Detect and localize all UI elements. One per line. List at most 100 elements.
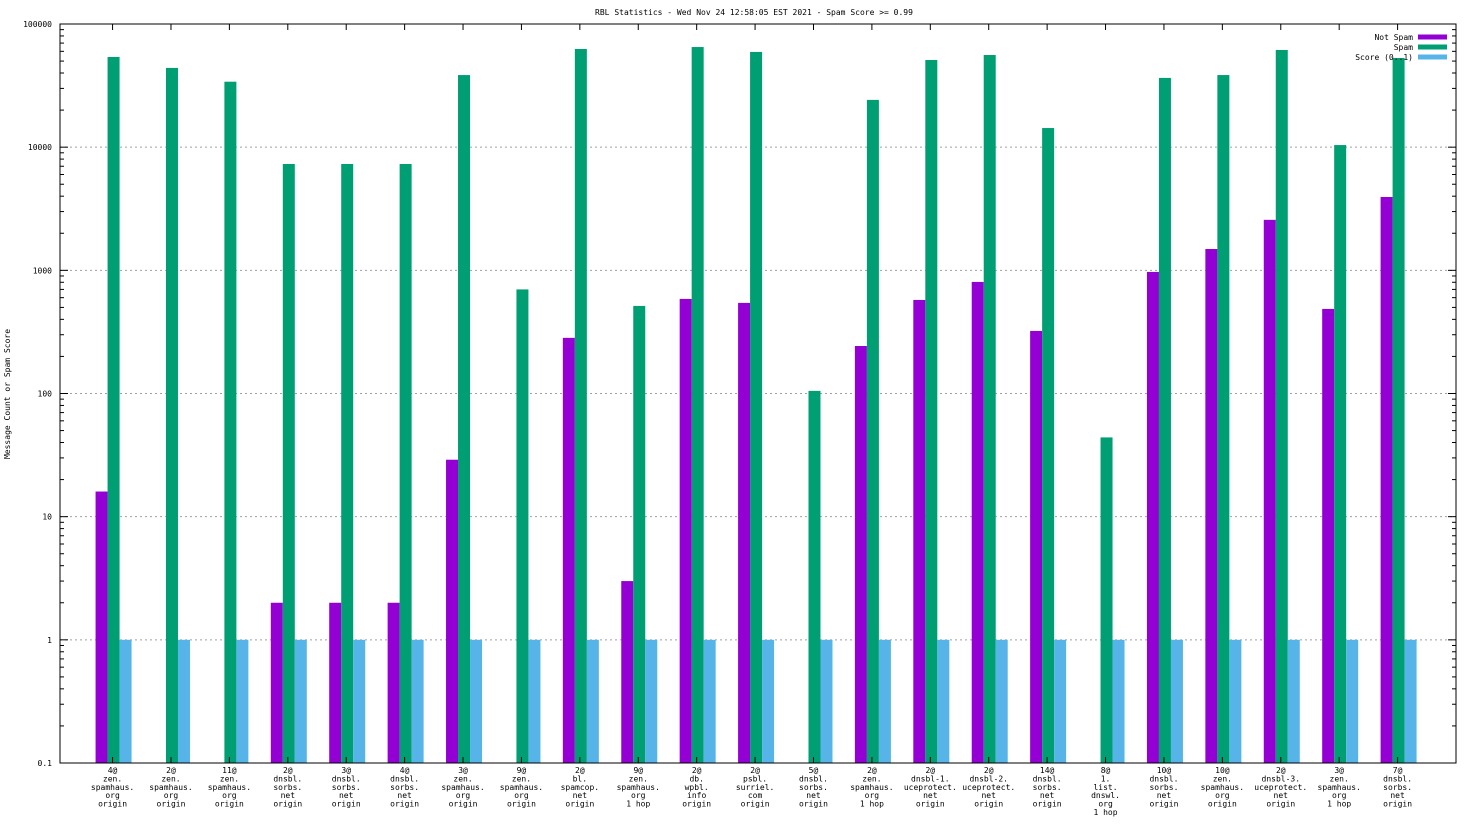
x-tick-label: origin bbox=[974, 800, 1003, 809]
x-tick-label: surriel. bbox=[736, 783, 775, 792]
bar-not-spam bbox=[679, 298, 692, 763]
x-tick-label: dnsbl. bbox=[799, 774, 828, 783]
bar-score bbox=[1170, 639, 1183, 763]
y-tick-label: 1000 bbox=[33, 266, 52, 275]
x-tick-label: 10@ bbox=[1157, 766, 1172, 775]
x-tick-label: net bbox=[1390, 791, 1405, 800]
bar-spam bbox=[341, 164, 354, 763]
x-tick-label: net bbox=[923, 791, 938, 800]
x-tick-label: org bbox=[456, 791, 471, 800]
x-tick-label: sorbs. bbox=[1033, 783, 1062, 792]
y-tick-label: 100 bbox=[38, 390, 53, 399]
x-tick-label: uceprotect. bbox=[962, 783, 1015, 792]
x-tick-label: 2@ bbox=[283, 766, 293, 775]
x-tick-label: origin bbox=[1208, 800, 1237, 809]
x-tick-label: 2@ bbox=[925, 766, 935, 775]
bar-spam bbox=[691, 47, 704, 763]
bar-not-spam bbox=[1205, 249, 1218, 763]
x-tick-label: 2@ bbox=[984, 766, 994, 775]
x-tick-label: net bbox=[806, 791, 821, 800]
bar-spam bbox=[1392, 57, 1405, 763]
x-tick-label: 10@ bbox=[1215, 766, 1230, 775]
x-tick-label: sorbs. bbox=[332, 783, 361, 792]
x-tick-label: spamhaus. bbox=[208, 783, 251, 792]
x-tick-label: dnsbl. bbox=[1149, 774, 1178, 783]
bar-not-spam bbox=[1030, 330, 1043, 763]
x-tick-label: origin bbox=[916, 800, 945, 809]
bar-spam bbox=[282, 164, 295, 763]
x-tick-label: db. bbox=[689, 774, 703, 783]
bar-spam bbox=[866, 99, 879, 763]
bars bbox=[95, 47, 1417, 764]
x-tick-label: origin bbox=[1149, 800, 1178, 809]
x-tick-label: org bbox=[1098, 800, 1113, 809]
x-tick-label: origin bbox=[215, 800, 244, 809]
x-tick-label: origin bbox=[390, 800, 419, 809]
x-tick-label: 5@ bbox=[809, 766, 819, 775]
y-tick-label: 10000 bbox=[28, 143, 52, 152]
bar-score bbox=[1346, 639, 1359, 763]
x-tick-label: org bbox=[105, 791, 120, 800]
x-tick-label: dnsbl-3. bbox=[1262, 774, 1301, 783]
x-tick-label: uceprotect. bbox=[1254, 783, 1307, 792]
x-tick-label: dnsbl-2. bbox=[969, 774, 1008, 783]
bar-spam bbox=[1217, 75, 1230, 763]
y-tick-label: 100000 bbox=[23, 20, 52, 29]
x-tick-label: sorbs. bbox=[799, 783, 828, 792]
x-tick-label: zen. bbox=[629, 774, 648, 783]
x-axis-ticks: 4@zen.spamhaus.orgorigin2@zen.spamhaus.o… bbox=[91, 24, 1412, 817]
bar-not-spam bbox=[971, 281, 984, 763]
bar-not-spam bbox=[913, 299, 926, 763]
x-tick-label: 2@ bbox=[867, 766, 877, 775]
bar-score bbox=[995, 639, 1008, 763]
bar-score bbox=[1229, 639, 1242, 763]
bar-score bbox=[177, 639, 190, 763]
bar-score bbox=[1054, 639, 1067, 763]
bar-not-spam bbox=[621, 581, 634, 763]
bar-not-spam bbox=[1263, 219, 1276, 763]
bar-score bbox=[294, 639, 307, 763]
x-tick-label: dnsbl. bbox=[1033, 774, 1062, 783]
bar-spam bbox=[1100, 437, 1113, 763]
x-tick-label: wpbl. bbox=[685, 783, 709, 792]
bar-spam bbox=[516, 289, 529, 763]
x-tick-label: org bbox=[865, 791, 880, 800]
x-tick-label: info bbox=[687, 791, 706, 800]
x-tick-label: org bbox=[514, 791, 529, 800]
x-tick-label: net bbox=[1274, 791, 1289, 800]
x-tick-label: sorbs. bbox=[273, 783, 302, 792]
x-tick-label: dnsbl. bbox=[332, 774, 361, 783]
bar-score bbox=[878, 639, 891, 763]
x-tick-label: sorbs. bbox=[390, 783, 419, 792]
y-tick-label: 1 bbox=[47, 636, 52, 645]
bar-score bbox=[1404, 639, 1417, 763]
bar-not-spam bbox=[1380, 196, 1393, 764]
x-tick-label: 3@ bbox=[341, 766, 351, 775]
bar-not-spam bbox=[270, 602, 283, 763]
bar-score bbox=[703, 639, 716, 763]
bar-spam bbox=[458, 75, 471, 763]
x-tick-label: sorbs. bbox=[1149, 783, 1178, 792]
bar-spam bbox=[633, 305, 646, 763]
x-tick-label: origin bbox=[507, 800, 536, 809]
x-tick-label: 4@ bbox=[108, 766, 118, 775]
x-tick-label: zen. bbox=[453, 774, 472, 783]
bar-spam bbox=[808, 390, 821, 763]
x-tick-label: spamhaus. bbox=[500, 783, 543, 792]
bar-spam bbox=[224, 81, 237, 763]
bar-score bbox=[1287, 639, 1300, 763]
bar-not-spam bbox=[95, 491, 108, 763]
bar-score bbox=[586, 639, 599, 763]
bar-score bbox=[820, 639, 833, 763]
bar-score bbox=[470, 639, 483, 763]
x-tick-label: net bbox=[281, 791, 296, 800]
y-axis-label: Message Count or Spam Score bbox=[3, 329, 12, 459]
bar-score bbox=[353, 639, 366, 763]
x-tick-label: 4@ bbox=[400, 766, 410, 775]
x-tick-label: spamhaus. bbox=[91, 783, 134, 792]
bar-not-spam bbox=[1146, 271, 1159, 763]
bar-not-spam bbox=[1322, 308, 1335, 763]
bar-spam bbox=[1275, 50, 1288, 764]
x-tick-label: origin bbox=[799, 800, 828, 809]
